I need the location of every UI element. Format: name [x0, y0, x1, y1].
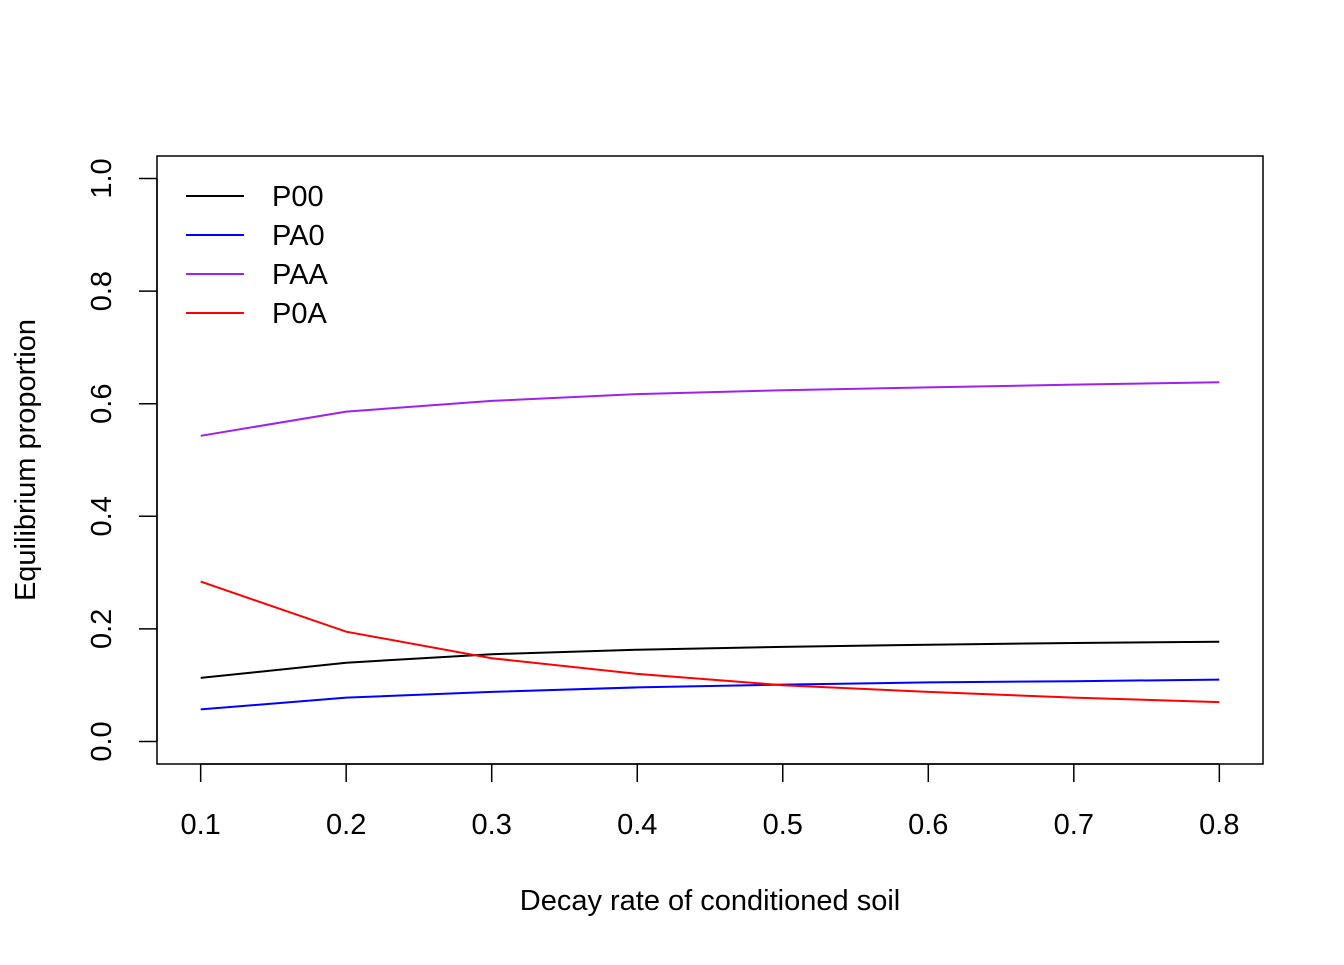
legend-label-pa0: PA0 — [272, 220, 325, 252]
y-tick-label: 0.2 — [86, 609, 118, 649]
x-tick-label: 0.1 — [180, 809, 220, 841]
x-axis-title: Decay rate of conditioned soil — [520, 885, 900, 917]
series-line-paa — [200, 381, 1220, 437]
x-tick-label: 0.4 — [617, 809, 657, 841]
series-line-p00 — [200, 640, 1220, 679]
x-tick-label: 0.7 — [1054, 809, 1094, 841]
x-tick-label: 0.8 — [1199, 809, 1239, 841]
x-tick-label: 0.3 — [472, 809, 512, 841]
y-axis-title: Equilibrium proportion — [10, 319, 42, 601]
y-tick-label: 0.8 — [86, 271, 118, 311]
series-line-pa0 — [200, 678, 1220, 711]
x-tick-label: 0.6 — [908, 809, 948, 841]
x-tick-label: 0.5 — [763, 809, 803, 841]
y-tick-label: 1.0 — [86, 158, 118, 198]
legend-label-p0a: P0A — [272, 298, 327, 330]
y-axis: 0.0 0.2 0.4 0.6 0.8 1.0 — [86, 158, 158, 762]
legend: P00 PA0 PAA P0A — [186, 181, 329, 330]
y-tick-label: 0.0 — [86, 721, 118, 761]
x-axis: 0.1 0.2 0.3 0.4 0.5 0.6 0.7 0.8 — [180, 763, 1240, 841]
series-line-p0a — [200, 580, 1220, 704]
y-tick-label: 0.4 — [86, 496, 118, 536]
legend-label-paa: PAA — [272, 259, 329, 291]
legend-label-p00: P00 — [272, 181, 324, 213]
x-tick-label: 0.2 — [326, 809, 366, 841]
y-tick-label: 0.6 — [86, 384, 118, 424]
series-layer — [200, 381, 1220, 711]
